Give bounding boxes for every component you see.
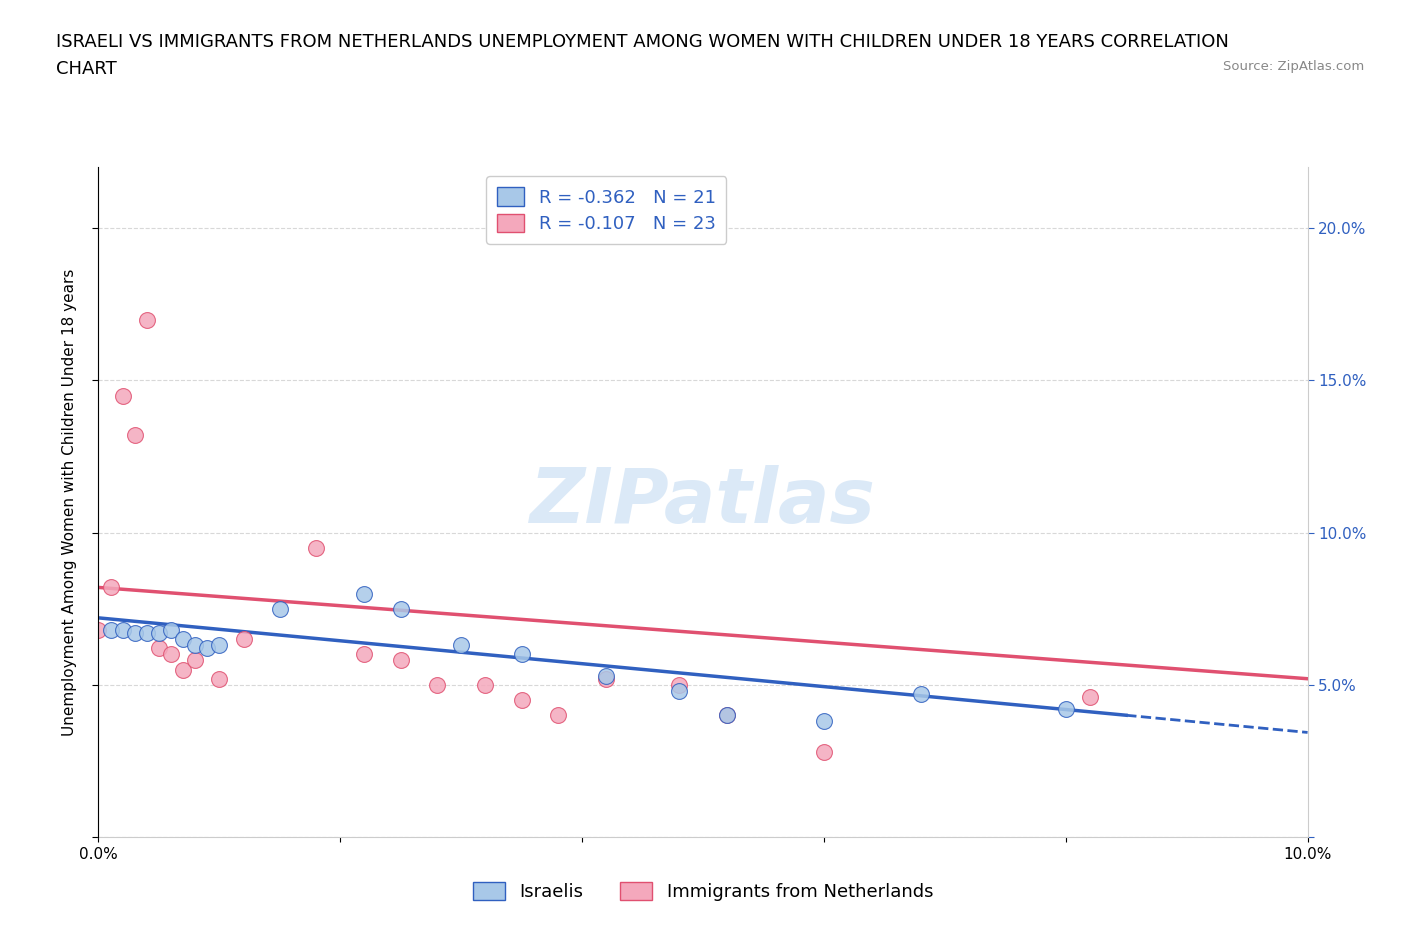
Point <box>353 586 375 601</box>
Point <box>148 626 170 641</box>
Point <box>595 671 617 686</box>
Point <box>195 641 218 656</box>
Point <box>1054 702 1077 717</box>
Point <box>87 622 110 637</box>
Point <box>510 647 533 662</box>
Text: ISRAELI VS IMMIGRANTS FROM NETHERLANDS UNEMPLOYMENT AMONG WOMEN WITH CHILDREN UN: ISRAELI VS IMMIGRANTS FROM NETHERLANDS U… <box>56 33 1229 50</box>
Text: Source: ZipAtlas.com: Source: ZipAtlas.com <box>1223 60 1364 73</box>
Point <box>426 677 449 692</box>
Text: CHART: CHART <box>56 60 117 78</box>
Text: ZIPatlas: ZIPatlas <box>530 465 876 539</box>
Point <box>160 647 183 662</box>
Point <box>450 638 472 653</box>
Point <box>184 653 207 668</box>
Point <box>232 631 254 646</box>
Point <box>910 686 932 701</box>
Point <box>474 677 496 692</box>
Point <box>668 677 690 692</box>
Point <box>135 312 157 327</box>
Point <box>813 714 835 729</box>
Point <box>595 669 617 684</box>
Point <box>353 647 375 662</box>
Point <box>510 693 533 708</box>
Point <box>668 684 690 698</box>
Point <box>100 622 122 637</box>
Point <box>172 631 194 646</box>
Y-axis label: Unemployment Among Women with Children Under 18 years: Unemployment Among Women with Children U… <box>62 269 77 736</box>
Point <box>184 638 207 653</box>
Point <box>160 622 183 637</box>
Point <box>813 744 835 759</box>
Point <box>172 662 194 677</box>
Point <box>269 602 291 617</box>
Legend: Israelis, Immigrants from Netherlands: Israelis, Immigrants from Netherlands <box>465 874 941 909</box>
Point <box>148 641 170 656</box>
Point <box>389 602 412 617</box>
Point <box>124 428 146 443</box>
Point <box>111 622 134 637</box>
Point <box>124 626 146 641</box>
Point <box>135 626 157 641</box>
Point <box>208 671 231 686</box>
Point <box>389 653 412 668</box>
Point <box>716 708 738 723</box>
Point <box>208 638 231 653</box>
Point <box>111 388 134 403</box>
Point <box>1078 689 1101 704</box>
Point <box>547 708 569 723</box>
Point <box>305 540 328 555</box>
Point <box>100 580 122 595</box>
Point <box>716 708 738 723</box>
